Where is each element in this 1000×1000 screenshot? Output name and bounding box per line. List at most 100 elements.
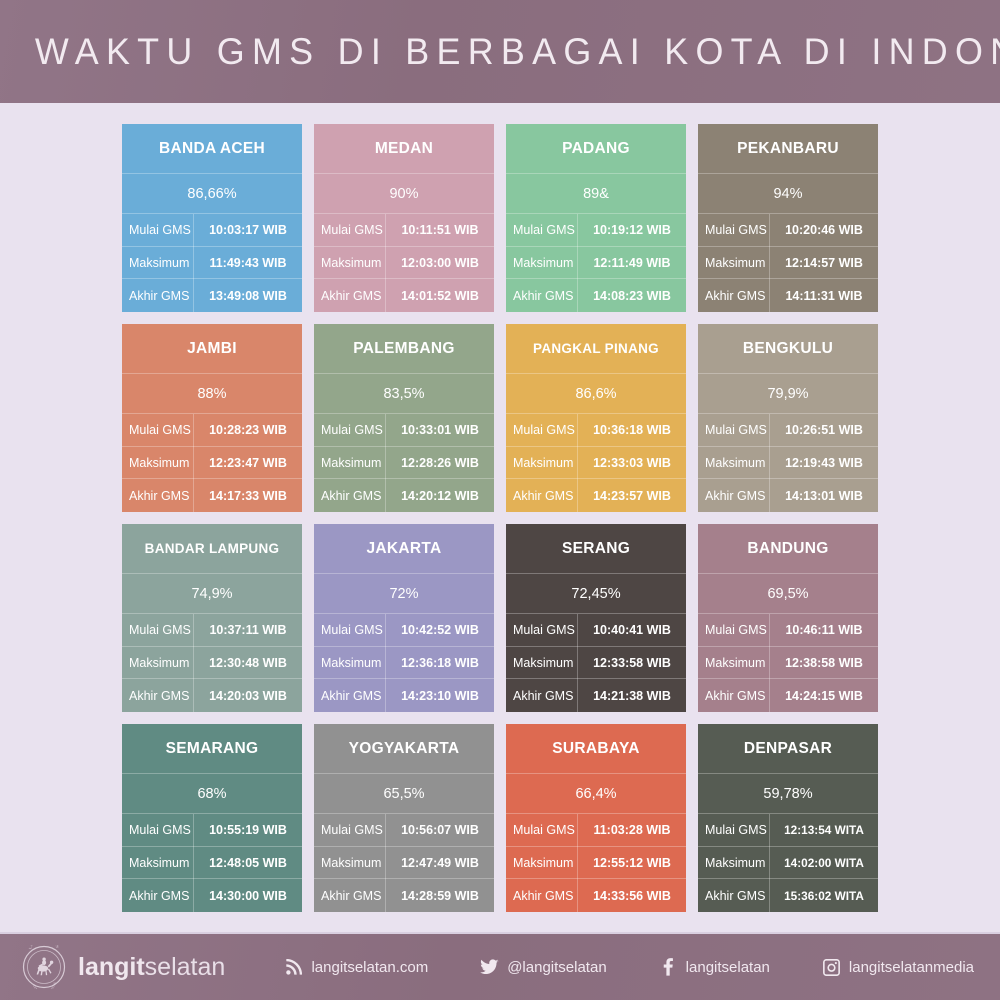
phase-label: Akhir GMS [698,279,770,312]
phase-time: 15:36:02 WITA [784,888,864,903]
phase-label: Akhir GMS [506,479,578,512]
city-card: YOGYAKARTA 65,5% Mulai GMS 10:56:07 WIB Maks… [314,724,494,912]
obscuration-percent: 94% [698,174,878,214]
phase-label: Maksimum [314,247,386,280]
phase-time: 12:13:54 WITA [784,823,864,838]
city-name: BANDUNG [698,524,878,574]
city-card: PADANG 89& Mulai GMS 10:19:12 WIB Maksimum 12… [506,124,686,312]
obscuration-percent: 74,9% [122,574,302,614]
phase-label: Mulai GMS [314,814,386,847]
phase-max-row: Maksimum 12:30:48 WIB [122,647,302,680]
instagram-icon [822,958,841,977]
phase-label: Maksimum [122,447,194,480]
city-card: DENPASAR 59,78% Mulai GMS 12:13:54 WITA Maks… [698,724,878,912]
phase-label: Mulai GMS [122,814,194,847]
city-card: BENGKULU 79,9% Mulai GMS 10:26:51 WIB Maksim… [698,324,878,512]
phase-end-row: Akhir GMS 14:23:57 WIB [506,479,686,512]
phase-start-row: Mulai GMS 10:33:01 WIB [314,414,494,447]
phase-max-row: Maksimum 12:23:47 WIB [122,447,302,480]
phase-time: 10:33:01 WIB [401,423,479,438]
phase-time: 12:14:57 WIB [785,256,863,270]
city-card: PALEMBANG 83,5% Mulai GMS 10:33:01 WIB Maksi… [314,324,494,512]
phase-label: Maksimum [122,847,194,880]
phase-start-row: Mulai GMS 10:03:17 WIB [122,214,302,247]
city-card: JAMBI 88% Mulai GMS 10:28:23 WIB Maksimum 12:… [122,324,302,512]
header-bar: WAKTU GMS DI BERBAGAI KOTA DI INDONESIA [0,0,1000,103]
obscuration-percent: 89& [506,174,686,214]
brand-word-light: selatan [144,952,226,981]
city-card: BANDUNG 69,5% Mulai GMS 10:46:11 WIB Maksimu… [698,524,878,712]
phase-end-row: Akhir GMS 14:28:59 WIB [314,879,494,912]
phase-time: 10:56:07 WIB [401,823,479,838]
phase-label: Maksimum [698,247,770,280]
phase-time: 12:28:26 WIB [401,456,479,470]
phase-end-row: Akhir GMS 15:36:02 WITA [698,879,878,912]
phase-start-row: Mulai GMS 10:40:41 WIB [506,614,686,647]
phase-time: 14:13:01 WIB [785,488,863,503]
phase-time: 10:42:52 WIB [401,623,479,638]
phase-max-row: Maksimum 12:36:18 WIB [314,647,494,680]
phase-time: 12:36:18 WIB [401,656,479,670]
phase-start-row: Mulai GMS 10:46:11 WIB [698,614,878,647]
phase-time: 14:20:03 WIB [209,688,287,703]
city-name: PANGKAL PINANG [506,324,686,374]
phase-label: Maksimum [506,447,578,480]
main-content: BANDA ACEH 86,66% Mulai GMS 10:03:17 WIB Mak… [0,103,1000,932]
city-name: BANDA ACEH [122,124,302,174]
phase-start-row: Mulai GMS 11:03:28 WIB [506,814,686,847]
phase-max-row: Maksimum 12:11:49 WIB [506,247,686,280]
phase-time: 10:28:23 WIB [209,423,287,438]
phase-max-row: Maksimum 12:19:43 WIB [698,447,878,480]
city-name: YOGYAKARTA [314,724,494,774]
brand-lockup: LANGITSELATAN [21,936,226,995]
phase-max-row: Maksimum 12:03:00 WIB [314,247,494,280]
social-link-website[interactable]: langitselatan.com [284,958,428,977]
phase-time: 12:23:47 WIB [209,456,287,470]
obscuration-percent: 72,45% [506,574,686,614]
phase-label: Akhir GMS [506,279,578,312]
phase-label: Akhir GMS [314,879,386,912]
city-card: PEKANBARU 94% Mulai GMS 10:20:46 WIB Maksimu… [698,124,878,312]
phase-end-row: Akhir GMS 14:11:31 WIB [698,279,878,312]
phase-time: 14:24:15 WIB [785,688,863,703]
phase-time: 14:02:00 WITA [784,856,864,870]
social-link-twitter[interactable]: @langitselatan [480,958,607,977]
phase-label: Akhir GMS [122,879,194,912]
phase-max-row: Maksimum 12:55:12 WIB [506,847,686,880]
phase-time: 12:19:43 WIB [785,456,863,470]
obscuration-percent: 79,9% [698,374,878,414]
phase-time: 12:03:00 WIB [401,256,479,270]
phase-end-row: Akhir GMS 14:20:12 WIB [314,479,494,512]
phase-label: Maksimum [506,247,578,280]
phase-start-row: Mulai GMS 10:36:18 WIB [506,414,686,447]
phase-max-row: Maksimum 12:33:03 WIB [506,447,686,480]
phase-label: Akhir GMS [698,879,770,912]
phase-time: 10:11:51 WIB [401,223,479,238]
social-link-facebook[interactable]: langitselatan [659,958,770,977]
city-card: JAKARTA 72% Mulai GMS 10:42:52 WIB Maksimum 1… [314,524,494,712]
brand-word-bold: langit [78,952,145,981]
phase-time: 12:48:05 WIB [209,856,287,870]
phase-end-row: Akhir GMS 14:13:01 WIB [698,479,878,512]
phase-label: Mulai GMS [122,414,194,447]
phase-time: 14:20:12 WIB [401,488,479,503]
langitselatan-seal-icon: LANGITSELATAN [21,936,66,994]
phase-time: 14:23:10 WIB [401,688,479,703]
phase-time: 14:23:57 WIB [593,488,671,503]
phase-time: 10:40:41 WIB [593,623,671,638]
phase-label: Maksimum [506,847,578,880]
phase-time: 12:47:49 WIB [401,856,479,870]
phase-end-row: Akhir GMS 14:01:52 WIB [314,279,494,312]
phase-max-row: Maksimum 11:49:43 WIB [122,247,302,280]
obscuration-percent: 83,5% [314,374,494,414]
phase-time: 10:20:46 WIB [785,223,863,238]
social-link-instagram[interactable]: langitselatanmedia [822,958,974,977]
phase-time: 10:26:51 WIB [785,423,863,438]
phase-label: Maksimum [698,847,770,880]
obscuration-percent: 86,66% [122,174,302,214]
city-card: BANDA ACEH 86,66% Mulai GMS 10:03:17 WIB Mak… [122,124,302,312]
phase-time: 12:30:48 WIB [209,656,287,670]
phase-label: Mulai GMS [698,414,770,447]
phase-end-row: Akhir GMS 14:20:03 WIB [122,679,302,712]
